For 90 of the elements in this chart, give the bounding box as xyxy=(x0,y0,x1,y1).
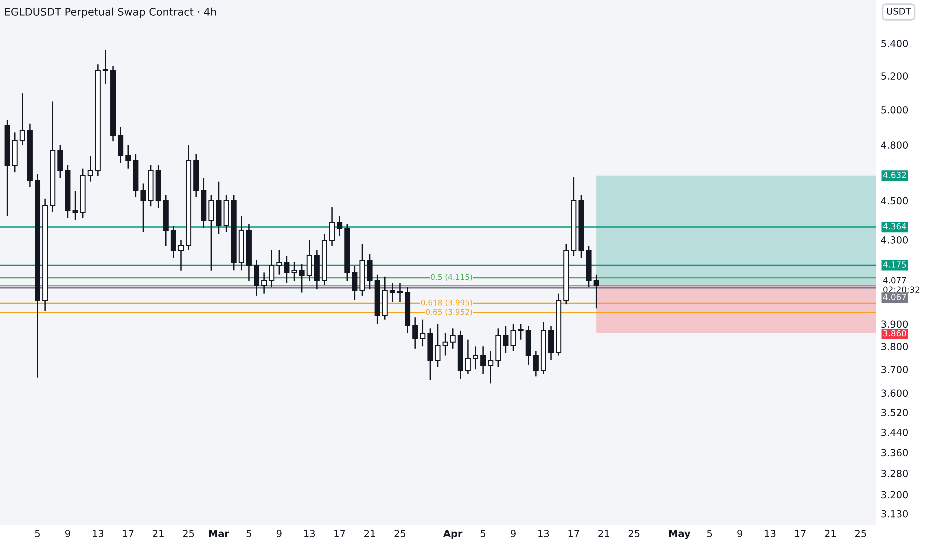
y-tick-label: 3.700 xyxy=(882,366,908,374)
candlestick xyxy=(330,206,336,247)
ref-line-label: 4.067 xyxy=(883,294,906,300)
x-tick-label: 5 xyxy=(246,530,252,538)
candlestick xyxy=(126,144,132,170)
candlestick xyxy=(337,216,343,237)
candlestick xyxy=(208,194,214,272)
candlestick xyxy=(292,262,298,282)
ref-line-label: 4.364 xyxy=(883,223,906,230)
y-tick-label: 3.440 xyxy=(882,428,908,436)
y-tick-label: 3.520 xyxy=(882,409,908,416)
candlestick xyxy=(367,254,373,290)
ref-line-label: 4.077 02:20:32 xyxy=(883,277,920,294)
x-tick-label: May xyxy=(669,530,691,540)
x-tick-label: Apr xyxy=(444,530,463,540)
x-tick-label: 5 xyxy=(35,530,40,538)
y-tick-label: 3.360 xyxy=(882,449,908,457)
candlestick xyxy=(262,272,268,294)
y-tick-label: 4.300 xyxy=(881,236,908,244)
x-tick-label: Mar xyxy=(209,530,230,538)
candlestick xyxy=(118,126,124,164)
candlestick xyxy=(58,144,64,179)
candlestick xyxy=(412,317,418,350)
x-tick-label: 9 xyxy=(65,530,70,538)
x-tick-label: 9 xyxy=(276,530,282,538)
candlestick xyxy=(284,256,290,284)
candlestick xyxy=(102,49,108,86)
text: EGLDUSDT Perpetual Swap Contract · 4h xyxy=(5,8,216,18)
candlestick xyxy=(510,324,516,352)
ref-line-label: 4.175 xyxy=(883,262,906,268)
x-tick-label: 5 xyxy=(708,530,712,538)
x-tick-label: 13 xyxy=(538,530,550,538)
text: USDT xyxy=(887,8,912,15)
y-tick-label: 3.600 xyxy=(882,390,908,398)
x-tick-label: 13 xyxy=(93,530,104,538)
x-tick-label: 21 xyxy=(598,530,610,538)
candlestick xyxy=(548,326,554,361)
y-tick-label: 4.800 xyxy=(881,142,908,149)
x-tick-label: 17 xyxy=(795,530,806,538)
candlestick xyxy=(352,266,358,301)
candlestick xyxy=(72,190,78,221)
candlestick xyxy=(390,282,396,304)
x-tick-label: 9 xyxy=(738,530,742,538)
candlestick xyxy=(420,319,426,348)
candlestick xyxy=(170,225,176,259)
candlestick xyxy=(488,350,494,384)
x-tick-label: 21 xyxy=(825,530,836,538)
x-tick-label: 21 xyxy=(153,530,164,538)
x-tick-label: 25 xyxy=(183,530,194,538)
x-tick-label: 25 xyxy=(855,530,866,538)
candlestick xyxy=(397,282,403,304)
x-tick-label: 17 xyxy=(334,530,346,538)
y-tick-label: 3.130 xyxy=(882,510,908,518)
candlestick xyxy=(594,274,600,310)
x-tick-label: 13 xyxy=(765,530,776,538)
y-tick-label: 3.280 xyxy=(882,470,908,478)
candlestick xyxy=(306,239,312,282)
candlestick xyxy=(503,326,509,354)
band-label: 4.632 xyxy=(883,172,906,178)
candlestick xyxy=(276,249,282,276)
candlestick xyxy=(269,249,275,288)
candlestick xyxy=(178,239,184,272)
candlestick xyxy=(254,260,260,297)
candlestick xyxy=(88,155,94,182)
x-tick-label: 17 xyxy=(568,530,580,538)
candlestick xyxy=(480,346,486,375)
y-tick-label: 5.200 xyxy=(882,72,908,80)
x-tick-label: 21 xyxy=(364,530,376,538)
x-tick-label: 25 xyxy=(394,530,406,538)
candlestick xyxy=(20,92,26,146)
x-tick-label: 9 xyxy=(511,530,516,538)
candlestick xyxy=(450,328,456,350)
candlestick xyxy=(299,264,305,294)
candlestick xyxy=(465,339,471,375)
candlestick xyxy=(435,324,441,368)
candlestick xyxy=(473,346,479,370)
x-tick-label: 25 xyxy=(628,530,640,538)
y-tick-label: 3.200 xyxy=(882,491,908,499)
x-tick-label: 5 xyxy=(480,530,486,538)
y-tick-label: 3.900 xyxy=(882,320,908,328)
y-tick-label: 3.800 xyxy=(882,343,908,350)
candlestick xyxy=(533,350,539,378)
candlestick xyxy=(442,332,448,356)
y-tick-label: 5.400 xyxy=(882,40,908,48)
candlestick xyxy=(140,183,146,233)
x-tick-label: 17 xyxy=(123,530,134,538)
y-tick-label: 4.500 xyxy=(881,197,908,205)
x-tick-label: 13 xyxy=(304,530,316,538)
y-tick-label: 5.000 xyxy=(882,106,908,114)
band-label: 3.860 xyxy=(884,330,906,337)
